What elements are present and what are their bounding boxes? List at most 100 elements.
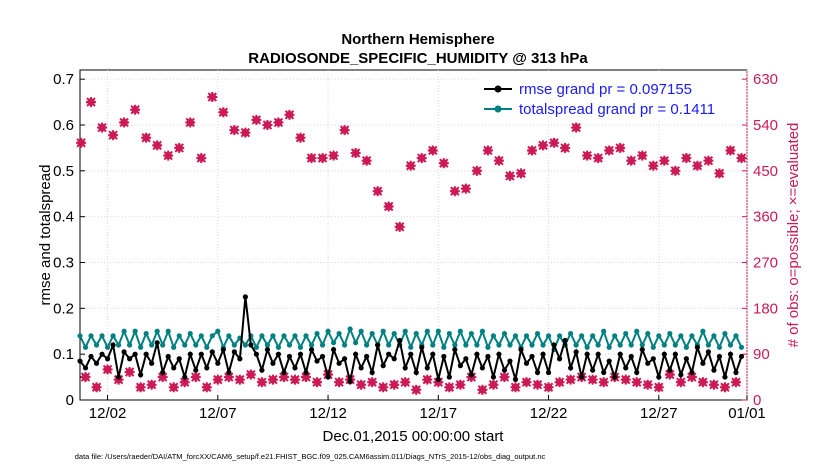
rmse-point bbox=[77, 358, 83, 364]
totalspread-point bbox=[413, 330, 419, 337]
obs-evaluated-marker bbox=[168, 382, 179, 393]
obs-possible-marker bbox=[670, 165, 681, 176]
totalspread-point bbox=[573, 342, 579, 348]
data-file-note: data file: /Users/raeder/DAI/ATM_forcXX/… bbox=[75, 452, 546, 461]
rmse-point bbox=[364, 353, 370, 360]
y-tick-label: 0 bbox=[66, 392, 74, 409]
totalspread-point bbox=[281, 333, 287, 339]
rmse-point bbox=[314, 358, 320, 364]
rmse-point bbox=[540, 351, 546, 357]
totalspread-point bbox=[738, 344, 745, 350]
rmse-point bbox=[353, 351, 359, 357]
rmse-point bbox=[231, 349, 237, 355]
rmse-point bbox=[463, 356, 469, 362]
totalspread-point bbox=[132, 328, 138, 334]
obs-evaluated-marker bbox=[455, 379, 466, 390]
obs-evaluated-marker bbox=[433, 377, 444, 388]
rmse-point bbox=[424, 365, 430, 371]
obs-evaluated-marker bbox=[565, 374, 576, 385]
totalspread-point bbox=[286, 342, 293, 348]
obs-possible-marker bbox=[262, 120, 273, 130]
rmse-point bbox=[93, 360, 100, 366]
rmse-point bbox=[121, 349, 127, 355]
x-tick-label: 12/02 bbox=[89, 405, 127, 422]
totalspread-point bbox=[187, 330, 193, 337]
rmse-point bbox=[606, 358, 612, 364]
rmse-point bbox=[292, 365, 298, 371]
rmse-point bbox=[501, 367, 508, 373]
rmse-point bbox=[441, 353, 447, 360]
rmse-point bbox=[176, 356, 182, 362]
legend-rmse-marker bbox=[494, 85, 502, 93]
rmse-point bbox=[160, 369, 166, 376]
obs-evaluated-marker bbox=[334, 377, 345, 388]
obs-possible-marker bbox=[681, 153, 692, 164]
totalspread-point bbox=[656, 333, 662, 339]
legend-spread-marker bbox=[494, 105, 502, 113]
totalspread-point bbox=[93, 342, 100, 348]
totalspread-point bbox=[226, 333, 232, 339]
obs-possible-marker bbox=[130, 104, 141, 115]
totalspread-point bbox=[507, 342, 513, 348]
totalspread-point bbox=[672, 342, 678, 348]
rmse-point bbox=[369, 369, 375, 376]
totalspread-point bbox=[733, 333, 739, 339]
totalspread-point bbox=[259, 333, 265, 339]
rmse-point bbox=[656, 374, 662, 380]
totalspread-point bbox=[623, 330, 629, 337]
rmse-point bbox=[226, 369, 232, 376]
rmse-point bbox=[628, 353, 634, 360]
rmse-point bbox=[562, 337, 568, 344]
rmse-point bbox=[215, 360, 221, 366]
totalspread-point bbox=[490, 333, 497, 339]
obs-possible-marker bbox=[604, 145, 615, 156]
obs-evaluated-marker bbox=[124, 366, 135, 377]
totalspread-point bbox=[711, 333, 717, 339]
obs-possible-marker bbox=[626, 155, 637, 166]
totalspread-point bbox=[556, 333, 563, 339]
obs-possible-marker bbox=[471, 165, 482, 176]
totalspread-point bbox=[435, 328, 441, 334]
totalspread-point bbox=[545, 333, 552, 339]
obs-possible-marker bbox=[273, 117, 284, 128]
y-axis-label: rmse and totalspread bbox=[37, 165, 54, 306]
chart-title: Northern Hemisphere bbox=[341, 31, 494, 48]
obs-possible-marker bbox=[163, 150, 174, 161]
y-tick-label: 0.6 bbox=[53, 117, 74, 134]
totalspread-point bbox=[88, 333, 94, 339]
obs-possible-marker bbox=[350, 148, 361, 159]
totalspread-point bbox=[209, 333, 215, 339]
totalspread-point bbox=[727, 342, 734, 348]
obs-possible-marker bbox=[725, 145, 736, 156]
rmse-point bbox=[347, 379, 353, 385]
rmse-point bbox=[391, 356, 397, 362]
obs-evaluated-marker bbox=[378, 382, 389, 393]
totalspread-point bbox=[319, 342, 326, 348]
obs-evaluated-marker bbox=[444, 382, 455, 393]
obs-possible-marker bbox=[527, 145, 538, 156]
series-layer bbox=[76, 91, 747, 395]
obs-evaluated-marker bbox=[91, 382, 102, 393]
rmse-point bbox=[518, 346, 524, 353]
obs-possible-marker bbox=[615, 142, 626, 153]
rmse-point bbox=[154, 340, 160, 346]
chart-subtitle: RADIOSONDE_SPECIFIC_HUMIDITY @ 313 hPa bbox=[248, 50, 588, 67]
rmse-point bbox=[667, 367, 673, 373]
rmse-point bbox=[104, 356, 111, 362]
obs-evaluated-marker bbox=[146, 379, 157, 390]
rmse-point bbox=[386, 351, 392, 357]
totalspread-point bbox=[380, 328, 386, 334]
rmse-point bbox=[336, 360, 342, 366]
obs-evaluated-marker bbox=[697, 377, 708, 388]
obs-evaluated-marker bbox=[367, 377, 378, 388]
y-tick-label: 0.3 bbox=[53, 255, 74, 272]
rmse-point bbox=[330, 346, 337, 353]
rmse-point bbox=[468, 372, 474, 378]
rmse-point bbox=[187, 351, 193, 357]
rmse-point bbox=[490, 374, 497, 380]
rmse-point bbox=[705, 349, 712, 355]
rmse-point bbox=[325, 374, 331, 380]
obs-evaluated-marker bbox=[631, 377, 642, 388]
obs-evaluated-marker bbox=[356, 379, 367, 390]
